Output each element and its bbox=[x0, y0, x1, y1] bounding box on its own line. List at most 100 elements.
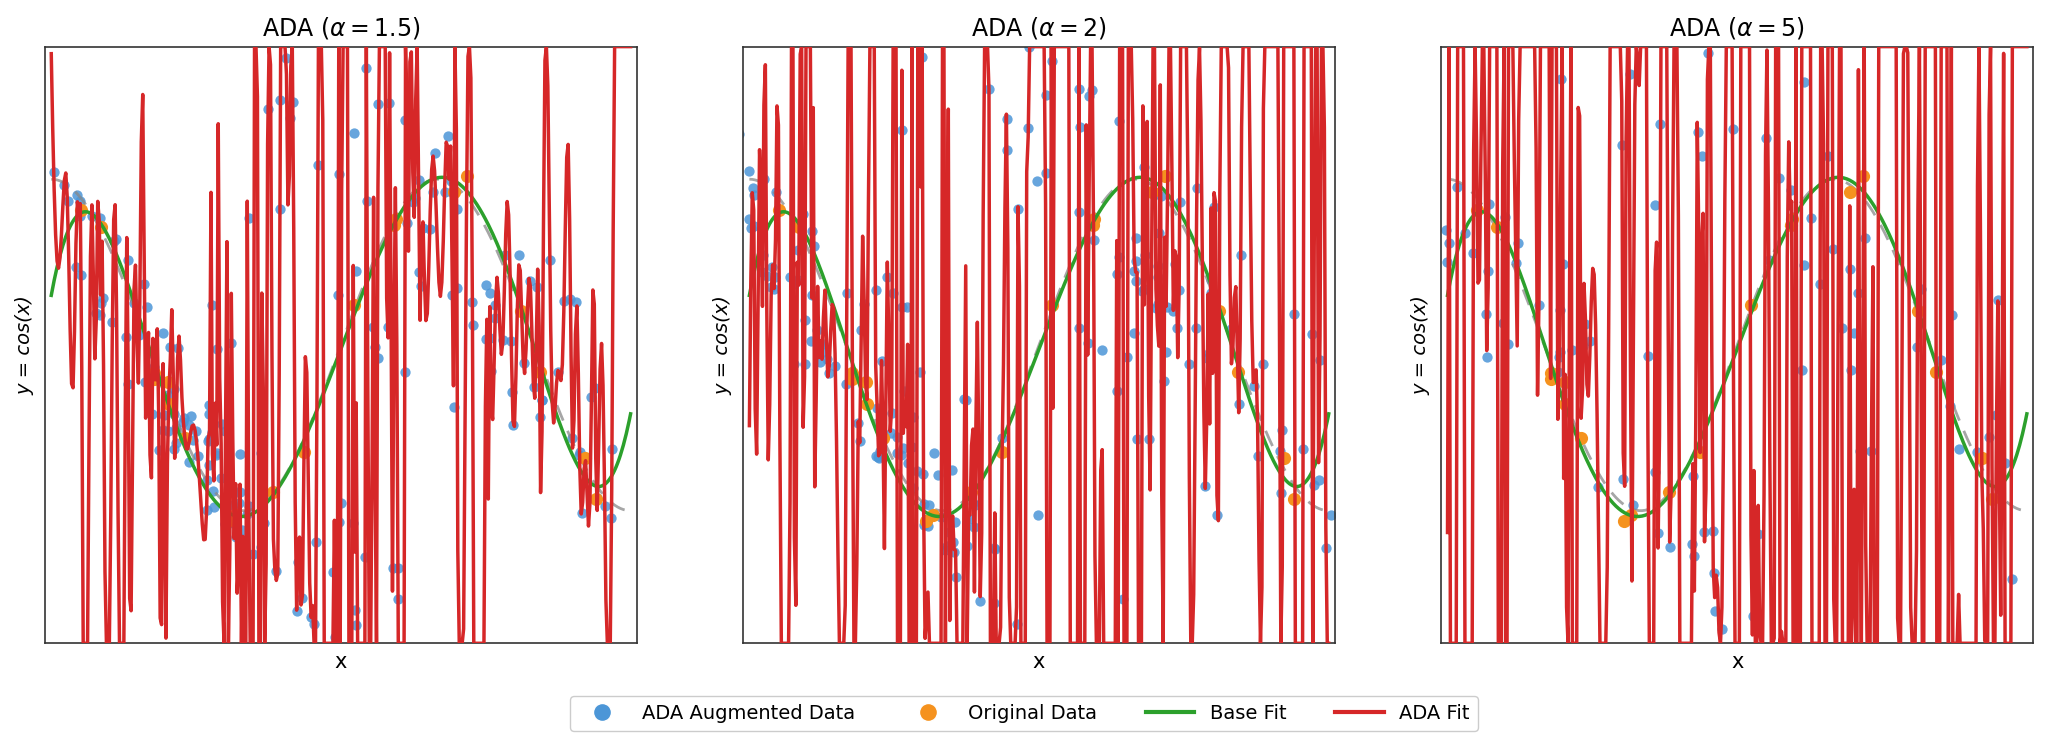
Point bbox=[1194, 274, 1227, 286]
Point bbox=[190, 435, 223, 447]
Point bbox=[1126, 285, 1159, 297]
Point bbox=[223, 486, 256, 498]
Point bbox=[190, 474, 223, 486]
Point bbox=[1534, 367, 1567, 379]
Point bbox=[238, 548, 270, 560]
Point bbox=[8, 129, 41, 141]
Point bbox=[1675, 538, 1708, 550]
Point bbox=[301, 159, 334, 171]
Point bbox=[506, 305, 539, 317]
Point bbox=[1794, 212, 1827, 224]
Point bbox=[918, 509, 950, 521]
Point bbox=[1298, 479, 1331, 491]
Point bbox=[211, 515, 244, 527]
Point bbox=[1989, 457, 2021, 469]
Point bbox=[885, 449, 918, 461]
Point bbox=[756, 261, 788, 273]
Point bbox=[223, 497, 256, 509]
Point bbox=[197, 485, 229, 497]
Point bbox=[1100, 385, 1133, 397]
Point bbox=[950, 394, 983, 406]
Point bbox=[172, 456, 205, 468]
Point bbox=[907, 519, 940, 531]
Point bbox=[381, 562, 414, 574]
Point bbox=[1919, 366, 1952, 378]
Point bbox=[1358, 171, 1391, 183]
Point bbox=[813, 367, 846, 378]
Point bbox=[903, 367, 936, 378]
Point bbox=[1976, 493, 2009, 505]
Point bbox=[1145, 190, 1178, 202]
Point bbox=[227, 554, 260, 565]
Point bbox=[223, 532, 256, 544]
Point bbox=[1286, 444, 1319, 456]
Point bbox=[287, 592, 319, 604]
Point bbox=[881, 447, 913, 459]
Point bbox=[1489, 210, 1522, 222]
Point bbox=[936, 465, 969, 476]
Point bbox=[1645, 117, 1677, 129]
Point bbox=[532, 254, 565, 266]
Point bbox=[1960, 447, 1993, 459]
Point bbox=[1499, 257, 1532, 269]
Point bbox=[930, 540, 963, 552]
Point bbox=[1100, 269, 1133, 280]
Point bbox=[713, 125, 745, 137]
Point bbox=[473, 287, 506, 299]
Point bbox=[1698, 605, 1731, 617]
Point bbox=[231, 500, 264, 512]
Point bbox=[829, 286, 862, 298]
Point bbox=[877, 287, 909, 299]
Point bbox=[596, 512, 629, 524]
Point bbox=[190, 503, 223, 515]
Point bbox=[397, 191, 430, 203]
Point bbox=[160, 422, 193, 434]
Point bbox=[1534, 373, 1567, 385]
Point bbox=[1036, 298, 1069, 310]
Point bbox=[270, 52, 303, 64]
Point bbox=[860, 451, 893, 463]
Point bbox=[1360, 156, 1393, 168]
Point bbox=[348, 551, 381, 562]
Point bbox=[1241, 450, 1274, 462]
Point bbox=[1106, 593, 1139, 605]
Point bbox=[1481, 221, 1513, 233]
Point bbox=[1221, 366, 1253, 378]
Point bbox=[1337, 95, 1370, 107]
Point bbox=[84, 309, 117, 321]
Point bbox=[199, 402, 231, 414]
Y-axis label: y = cos(x): y = cos(x) bbox=[14, 295, 35, 395]
Point bbox=[692, 631, 725, 643]
Point bbox=[891, 301, 924, 313]
Point bbox=[1036, 55, 1069, 67]
Point bbox=[934, 526, 967, 538]
Point bbox=[231, 509, 264, 521]
Point bbox=[162, 342, 195, 354]
Point bbox=[338, 298, 371, 310]
Point bbox=[135, 408, 168, 420]
Point bbox=[1833, 186, 1866, 198]
Point bbox=[1303, 355, 1335, 367]
Point bbox=[1126, 162, 1159, 174]
Point bbox=[1368, 162, 1401, 174]
Point bbox=[336, 517, 369, 529]
Point bbox=[758, 283, 791, 295]
Point bbox=[733, 213, 766, 225]
Point bbox=[1339, 453, 1372, 465]
Point bbox=[1128, 283, 1161, 295]
Point bbox=[297, 619, 330, 631]
Point bbox=[193, 399, 225, 411]
Point bbox=[403, 280, 436, 292]
Point bbox=[1835, 364, 1868, 376]
Point bbox=[866, 355, 899, 367]
Point bbox=[801, 324, 834, 336]
Point bbox=[154, 341, 186, 353]
Point bbox=[168, 412, 201, 424]
Point bbox=[1810, 150, 1843, 162]
Point bbox=[563, 447, 596, 459]
Point bbox=[180, 425, 213, 437]
Point bbox=[1843, 445, 1876, 457]
Point bbox=[1071, 337, 1104, 349]
Point bbox=[322, 289, 354, 301]
Point bbox=[1030, 89, 1063, 101]
